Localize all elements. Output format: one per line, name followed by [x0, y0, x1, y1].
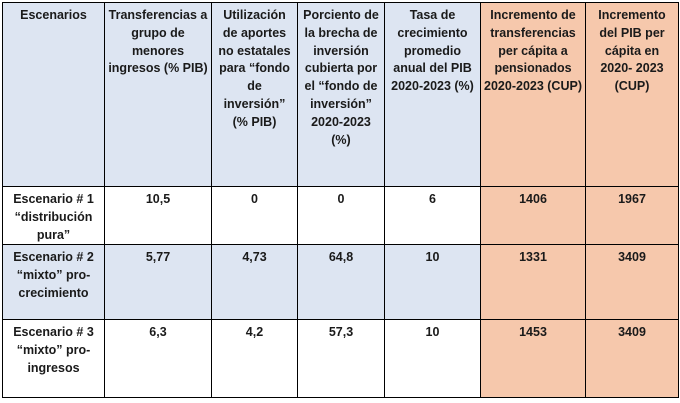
table-row: Escenario # 2 “mixto” pro-crecimiento 5,… — [2, 244, 679, 321]
header-transferencias: Transferencias a grupo de menores ingres… — [104, 2, 212, 187]
value-cell: 0 — [211, 185, 298, 246]
scenario-cell: Escenario # 2 “mixto” pro-crecimiento — [2, 244, 105, 321]
table-row: Escenario # 1 “distribución pura” 10,5 0… — [2, 185, 679, 246]
value-cell: 1406 — [480, 185, 586, 246]
header-row: Escenarios Transferencias a grupo de men… — [2, 2, 679, 187]
value-cell: 3409 — [585, 244, 679, 321]
header-brecha: Porciento de la brecha de inversión cubi… — [297, 2, 385, 187]
table-row: Escenario # 3 “mixto” pro-ingresos 6,3 4… — [2, 319, 679, 399]
scenario-cell: Escenario # 3 “mixto” pro-ingresos — [2, 319, 105, 399]
value-cell: 5,77 — [104, 244, 212, 321]
value-cell: 4,73 — [211, 244, 298, 321]
value-cell: 64,8 — [297, 244, 385, 321]
header-aportes: Utilización de aportes no estatales para… — [211, 2, 298, 187]
header-incremento-transferencias: Incremento de transferencias per cápita … — [480, 2, 586, 187]
value-cell: 10 — [384, 319, 481, 399]
value-cell: 1331 — [480, 244, 586, 321]
value-cell: 6,3 — [104, 319, 212, 399]
header-incremento-pib: Incremento del PIB per cápita en 2020- 2… — [585, 2, 679, 187]
header-tasa-crecimiento: Tasa de crecimiento promedio anual del P… — [384, 2, 481, 187]
value-cell: 10 — [384, 244, 481, 321]
header-escenarios: Escenarios — [2, 2, 105, 187]
scenario-cell: Escenario # 1 “distribución pura” — [2, 185, 105, 246]
value-cell: 3409 — [585, 319, 679, 399]
value-cell: 6 — [384, 185, 481, 246]
value-cell: 57,3 — [297, 319, 385, 399]
value-cell: 4,2 — [211, 319, 298, 399]
value-cell: 0 — [297, 185, 385, 246]
value-cell: 10,5 — [104, 185, 212, 246]
value-cell: 1453 — [480, 319, 586, 399]
value-cell: 1967 — [585, 185, 679, 246]
